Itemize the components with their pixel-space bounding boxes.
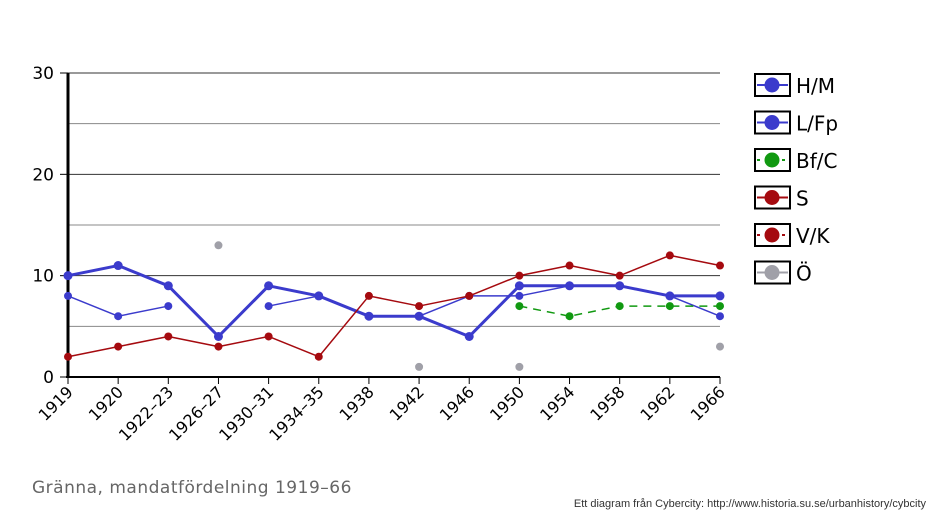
y-tick-label: 0 [43,368,54,388]
x-tick-label: 1920 [85,382,127,424]
data-point-H/M [464,331,474,341]
data-point-S [615,271,624,280]
data-point-L/Fp [264,302,273,311]
data-point-Bf/C [716,302,724,311]
data-point-H/M [514,281,524,291]
data-point-L/Fp [314,291,323,300]
legend-marker [764,77,780,93]
data-point-Bf/C [665,302,674,311]
legend-marker [764,227,780,243]
data-point-Bf/C [515,302,524,311]
data-point-H/M [113,261,123,271]
x-tick-label: 1919 [35,382,77,424]
legend-label: Ö [796,262,812,286]
data-point-L/Fp [565,281,574,290]
series-line-S [67,254,721,358]
data-point-H/M [163,281,173,291]
data-point-Bf/C [615,302,624,311]
data-point-S [465,291,474,300]
series-line-L/Fp [268,285,721,317]
data-point-S [665,251,674,260]
legend-label: L/Fp [796,112,838,136]
data-point-Ö [716,342,724,351]
data-point-S [214,342,223,351]
data-point-L/Fp [615,281,624,290]
x-tick-label: 1950 [486,382,528,424]
legend-label: V/K [796,224,830,248]
x-tick-label: 1958 [586,382,628,424]
y-tick-label: 10 [32,267,54,287]
data-point-Ö [515,362,524,371]
data-point-S [264,332,273,341]
data-point-S [64,352,72,361]
data-point-S [314,352,323,361]
x-tick-label: 1954 [536,382,578,424]
x-tick-label: 1938 [336,382,378,424]
x-tick-label: 1942 [386,382,428,424]
data-point-S [515,271,524,280]
data-point-L/Fp [164,302,173,311]
data-point-L/Fp [415,312,424,321]
chart-credit: Ett diagram från Cybercity: http://www.h… [573,498,926,510]
data-point-Ö [415,362,424,371]
chart-title: Gränna, mandatfördelning 1919–66 [32,478,352,498]
data-point-H/M [264,281,274,291]
x-tick-label: 1946 [436,382,478,424]
data-point-H/M [63,271,73,281]
data-point-H/M [213,331,223,341]
legend-marker [764,265,780,280]
data-point-L/Fp [665,291,674,300]
legend-marker [764,152,780,168]
data-point-S [716,261,724,270]
data-point-S [164,332,173,341]
x-tick-label: 1966 [687,382,729,424]
data-point-H/M [715,291,725,301]
legend-marker [764,115,780,130]
legend-marker [764,190,780,205]
data-point-S [364,291,373,300]
data-point-L/Fp [114,312,123,321]
legend-label: S [796,187,809,211]
legend-label: Bf/C [796,149,837,173]
legend-label: H/M [796,74,835,98]
data-point-Bf/C [565,312,574,321]
x-tick-label: 1962 [636,382,678,424]
data-point-S [114,342,123,351]
y-tick-label: 30 [32,64,54,84]
data-point-L/Fp [364,312,373,321]
x-tick-label: 1934–35 [265,382,327,444]
data-point-S [415,302,424,311]
data-point-S [565,261,574,270]
y-tick-label: 20 [32,165,54,185]
data-point-L/Fp [716,312,724,321]
data-point-L/Fp [515,291,524,300]
data-point-Ö [214,241,223,250]
data-point-L/Fp [64,291,72,300]
